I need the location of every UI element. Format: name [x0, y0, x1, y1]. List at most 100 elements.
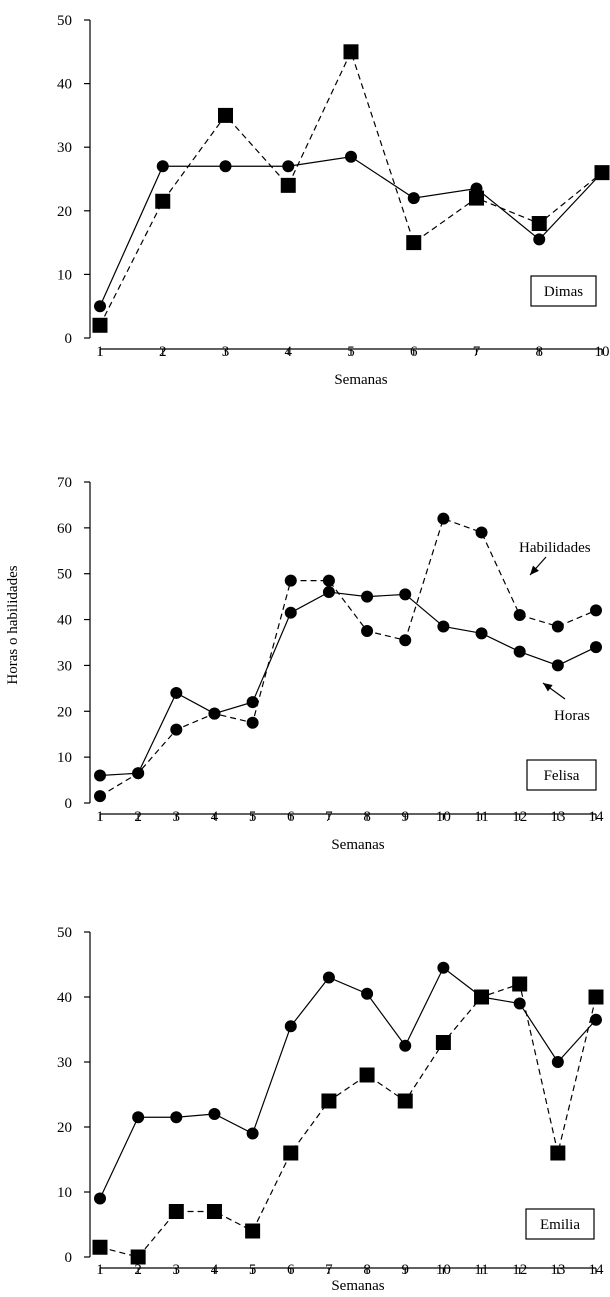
data-point-circle [170, 1111, 183, 1124]
data-point-square [218, 107, 233, 123]
data-point-square [397, 1093, 413, 1109]
x-tick-label: 12 [512, 809, 527, 825]
x-axis-title: Semanas [331, 837, 384, 853]
y-tick-label: 30 [57, 1055, 72, 1071]
data-point-circle [475, 627, 488, 640]
x-tick-label: 13 [550, 809, 565, 825]
data-point-circle [246, 696, 259, 709]
data-point-circle [156, 160, 169, 173]
x-tick-label: 10 [436, 809, 451, 825]
x-tick-label: 5 [249, 1262, 257, 1278]
series-line-dashed [99, 50, 603, 326]
x-tick-label: 14 [589, 809, 605, 825]
data-point-square [280, 177, 296, 193]
series-line-dashed [99, 517, 597, 797]
data-point-square [550, 1145, 566, 1161]
annotation-arrowhead [543, 683, 553, 692]
annotation-arrowhead [530, 565, 539, 575]
x-tick-label: 6 [287, 1262, 295, 1278]
data-point-circle [345, 150, 357, 163]
x-tick-label: 9 [401, 809, 409, 825]
series-line-solid [99, 591, 597, 777]
data-point-square [92, 1239, 108, 1255]
y-tick-label: 60 [57, 521, 72, 537]
data-point-circle [208, 707, 221, 720]
data-point-circle [246, 1127, 259, 1140]
x-tick-label: 1 [96, 809, 104, 825]
data-point-circle [399, 1039, 412, 1052]
data-point-circle [170, 723, 183, 736]
x-tick-label: 1 [96, 344, 104, 360]
y-axis-title: Horas o habilidades [5, 565, 21, 684]
participant-label-box [526, 759, 597, 791]
data-point-square [168, 1204, 184, 1219]
data-point-circle [513, 645, 526, 658]
data-point-circle [94, 769, 106, 782]
data-point-square [359, 1067, 375, 1083]
data-point-circle [437, 961, 450, 974]
data-point-circle [132, 1111, 145, 1124]
series-line-solid [99, 966, 597, 1199]
data-point-circle [361, 987, 374, 1000]
data-point-circle [437, 620, 450, 633]
x-tick-label: 3 [173, 1262, 181, 1278]
data-point-circle [94, 1192, 106, 1205]
x-tick-label: 10 [595, 344, 610, 360]
data-point-circle [551, 659, 564, 672]
x-tick-label: 8 [363, 1262, 371, 1278]
x-axis-title: Semanas [334, 372, 387, 388]
data-point-circle [322, 971, 335, 984]
data-point-square [92, 317, 108, 333]
y-tick-label: 50 [57, 567, 72, 583]
x-tick-label: 14 [589, 1262, 605, 1278]
y-tick-label: 30 [57, 140, 72, 156]
data-point-circle [246, 716, 259, 729]
x-tick-label: 10 [436, 1262, 451, 1278]
x-tick-label: 5 [249, 809, 257, 825]
data-point-circle [399, 588, 412, 601]
y-tick-label: 70 [57, 475, 72, 491]
y-tick-label: 20 [57, 704, 72, 720]
data-point-square [406, 235, 422, 251]
data-point-circle [590, 604, 602, 617]
data-point-circle [551, 620, 564, 633]
data-point-square [283, 1145, 299, 1161]
data-point-circle [513, 997, 526, 1010]
data-point-circle [322, 574, 335, 587]
data-point-square [474, 989, 490, 1005]
data-point-circle [170, 686, 183, 699]
data-point-circle [407, 192, 420, 205]
participant-label-box [525, 1208, 595, 1240]
data-point-circle [361, 590, 374, 603]
data-point-circle [284, 606, 297, 619]
data-point-square [469, 190, 484, 206]
data-point-circle [94, 300, 106, 313]
x-tick-label: 7 [325, 809, 333, 825]
data-point-circle [208, 1108, 221, 1120]
data-point-circle [551, 1056, 564, 1068]
y-tick-label: 50 [57, 13, 72, 29]
data-point-circle [282, 160, 295, 173]
participant-label-box [530, 275, 597, 307]
x-axis-title: Semanas [331, 1278, 384, 1294]
data-point-square [588, 989, 604, 1005]
data-point-square [155, 193, 171, 209]
y-tick-label: 10 [57, 1185, 72, 1201]
y-tick-label: 50 [57, 925, 72, 941]
x-tick-label: 11 [474, 809, 488, 825]
data-point-circle [284, 1020, 297, 1033]
series-line-solid [99, 156, 603, 307]
participant-label: Dimas [544, 284, 583, 300]
series-annotation-horas: Horas [554, 708, 590, 724]
data-point-square [130, 1249, 146, 1265]
x-tick-label: 8 [536, 344, 544, 360]
data-point-circle [533, 233, 546, 246]
data-point-circle [437, 512, 450, 525]
data-point-square [512, 976, 528, 992]
x-tick-label: 8 [363, 809, 371, 825]
y-tick-label: 20 [57, 204, 72, 220]
y-tick-label: 0 [65, 331, 73, 347]
x-tick-label: 3 [173, 809, 181, 825]
x-tick-label: 12 [512, 1262, 527, 1278]
data-point-square [206, 1204, 222, 1219]
